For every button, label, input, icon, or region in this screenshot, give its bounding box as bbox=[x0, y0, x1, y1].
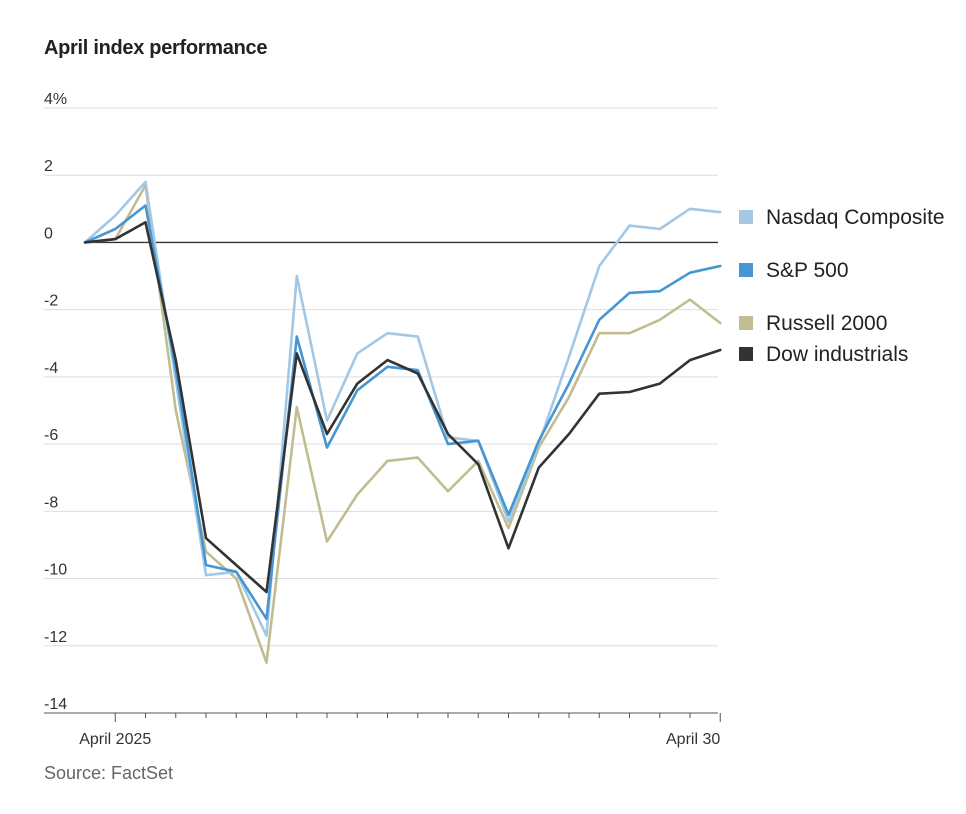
legend-swatch bbox=[739, 347, 753, 361]
legend-swatch bbox=[739, 263, 753, 277]
series-line-s-p-500 bbox=[83, 204, 722, 621]
chart-title: April index performance bbox=[44, 37, 268, 59]
y-tick-label: -10 bbox=[44, 562, 67, 579]
x-axis: April 2025 April 30 bbox=[79, 713, 721, 748]
gridlines bbox=[44, 107, 718, 714]
legend-label: Dow industrials bbox=[766, 343, 908, 366]
legend: Nasdaq Composite S&P 500 Russell 2000 Dow i… bbox=[739, 206, 945, 366]
legend-label: Russell 2000 bbox=[766, 312, 887, 335]
x-tick-label: April 30 bbox=[666, 731, 720, 748]
series-line-nasdaq-composite bbox=[83, 180, 722, 638]
y-tick-label: 4% bbox=[44, 91, 67, 108]
y-tick-label: -4 bbox=[44, 360, 58, 377]
legend-label: S&P 500 bbox=[766, 259, 849, 282]
series-line-russell-2000 bbox=[83, 184, 722, 664]
y-tick-label: -12 bbox=[44, 629, 67, 646]
legend-swatch bbox=[739, 210, 753, 224]
y-tick-label: -6 bbox=[44, 427, 58, 444]
series-line-dow-industrials bbox=[83, 221, 722, 594]
y-tick-label: -14 bbox=[44, 696, 67, 713]
series-lines bbox=[83, 180, 722, 664]
y-tick-label: -8 bbox=[44, 494, 58, 511]
legend-label: Nasdaq Composite bbox=[766, 206, 945, 229]
y-tick-label: 2 bbox=[44, 158, 53, 175]
legend-swatch bbox=[739, 316, 753, 330]
y-tick-label: 0 bbox=[44, 225, 53, 242]
y-axis-tick-labels: 4% 2 0 -2 -4 -6 -8 -10 -12 -14 bbox=[44, 91, 67, 713]
source-note: Source: FactSet bbox=[44, 763, 174, 783]
x-tick-label: April 2025 bbox=[79, 731, 151, 748]
y-tick-label: -2 bbox=[44, 293, 58, 310]
